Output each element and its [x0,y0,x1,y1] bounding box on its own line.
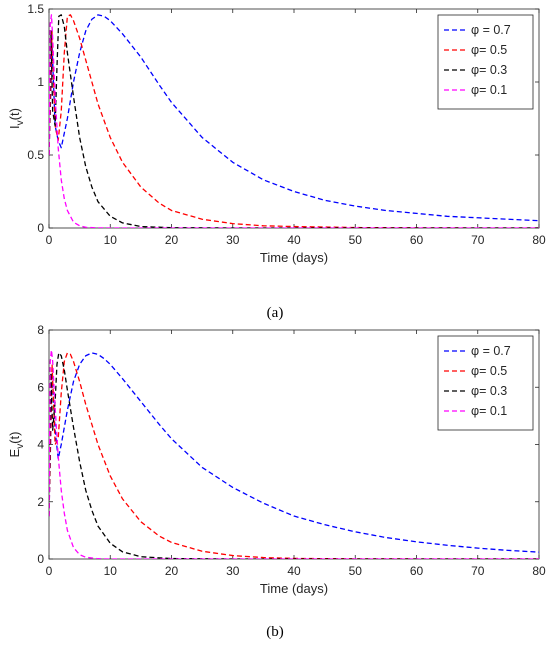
y-tick-label: 0 [37,221,44,235]
legend-entry-3: φ= 0.1 [471,83,507,97]
series-line-1 [49,352,539,559]
legend-entry-1: φ= 0.5 [471,364,507,378]
y-axis-label-main: I [7,125,22,129]
y-axis-label-tail: (t) [7,432,22,444]
x-tick-label: 30 [226,233,240,247]
series-line-3 [49,349,539,559]
x-tick-label: 20 [165,233,179,247]
x-tick-label: 10 [104,564,118,578]
x-tick-label: 60 [410,233,424,247]
y-axis-label-sub: v [15,120,26,125]
y-tick-label: 1 [37,75,44,89]
x-tick-label: 10 [104,233,118,247]
x-tick-label: 40 [287,233,301,247]
series-line-3 [49,14,539,228]
y-axis-label: Iv(t) [7,108,26,129]
series-line-1 [49,14,539,228]
y-tick-label: 6 [37,380,44,394]
x-axis-label: Time (days) [260,250,328,265]
y-axis-label: Ev(t) [7,432,26,458]
y-axis-label-main: E [7,448,22,457]
y-axis-label-sub: v [15,444,26,449]
chart-panel-0: 0 10 20 30 40 50 60 70 80 0 0.5 1 1.5 Time (days) Iv(t… [7,2,546,321]
x-tick-label: 30 [226,564,240,578]
legend-box [437,335,534,431]
legend-entry-0: φ = 0.7 [471,23,511,37]
x-tick-label: 70 [471,564,485,578]
x-tick-label: 0 [46,564,53,578]
legend-entry-2: φ= 0.3 [471,63,507,77]
x-tick-label: 50 [349,564,363,578]
series-lines [49,349,539,559]
y-tick-label: 4 [37,438,44,452]
x-tick-label: 80 [532,233,546,247]
y-tick-label: 1.5 [27,2,44,16]
series-line-2 [49,14,539,228]
series-line-0 [49,14,539,222]
y-tick-label: 2 [37,495,44,509]
x-tick-label: 20 [165,564,179,578]
legend-entry-2: φ= 0.3 [471,384,507,398]
legend-entry-0: φ = 0.7 [471,344,511,358]
y-tick-label: 0 [37,552,44,566]
y-axis-label-tail: (t) [7,108,22,120]
x-tick-label: 70 [471,233,485,247]
legend-entry-3: φ= 0.1 [471,404,507,418]
legend-entry-1: φ= 0.5 [471,43,507,57]
x-axis-label: Time (days) [260,581,328,596]
x-tick-label: 60 [410,564,424,578]
chart-panel-1: 0 10 20 30 40 50 60 70 80 0 2 4 6 8 Time (days) Ev(t) φ … [7,323,546,640]
x-tick-label: 80 [532,564,546,578]
figure-caption: (a) [267,305,284,321]
series-lines [49,14,539,228]
legend-box [437,14,534,110]
x-tick-label: 50 [349,233,363,247]
y-tick-label: 8 [37,323,44,337]
series-line-0 [49,352,539,553]
figure-caption: (b) [266,624,284,640]
y-tick-label: 0.5 [27,148,44,162]
x-tick-label: 0 [46,233,53,247]
x-tick-label: 40 [287,564,301,578]
